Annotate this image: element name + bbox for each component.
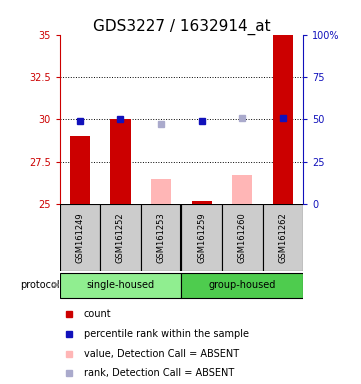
Text: GSM161262: GSM161262 xyxy=(278,212,287,263)
Bar xyxy=(60,273,182,298)
Bar xyxy=(60,204,100,271)
Text: GSM161252: GSM161252 xyxy=(116,212,125,263)
Bar xyxy=(273,35,293,204)
Text: count: count xyxy=(84,310,112,319)
Bar xyxy=(263,204,303,271)
Bar xyxy=(182,204,222,271)
Bar xyxy=(151,179,171,204)
Bar xyxy=(232,175,252,204)
Text: percentile rank within the sample: percentile rank within the sample xyxy=(84,329,249,339)
Text: GSM161249: GSM161249 xyxy=(75,212,84,263)
Title: GDS3227 / 1632914_at: GDS3227 / 1632914_at xyxy=(92,18,270,35)
Text: GSM161253: GSM161253 xyxy=(157,212,166,263)
Text: value, Detection Call = ABSENT: value, Detection Call = ABSENT xyxy=(84,349,239,359)
Bar xyxy=(100,204,141,271)
Text: GSM161260: GSM161260 xyxy=(238,212,247,263)
Bar xyxy=(110,119,131,204)
Bar xyxy=(182,273,303,298)
Text: GSM161259: GSM161259 xyxy=(197,212,206,263)
Text: single-housed: single-housed xyxy=(86,280,155,290)
Bar xyxy=(192,200,212,204)
Bar xyxy=(141,204,181,271)
Bar xyxy=(70,136,90,204)
Text: protocol: protocol xyxy=(20,280,60,290)
Text: rank, Detection Call = ABSENT: rank, Detection Call = ABSENT xyxy=(84,368,234,378)
Bar xyxy=(222,204,263,271)
Text: group-housed: group-housed xyxy=(209,280,276,290)
